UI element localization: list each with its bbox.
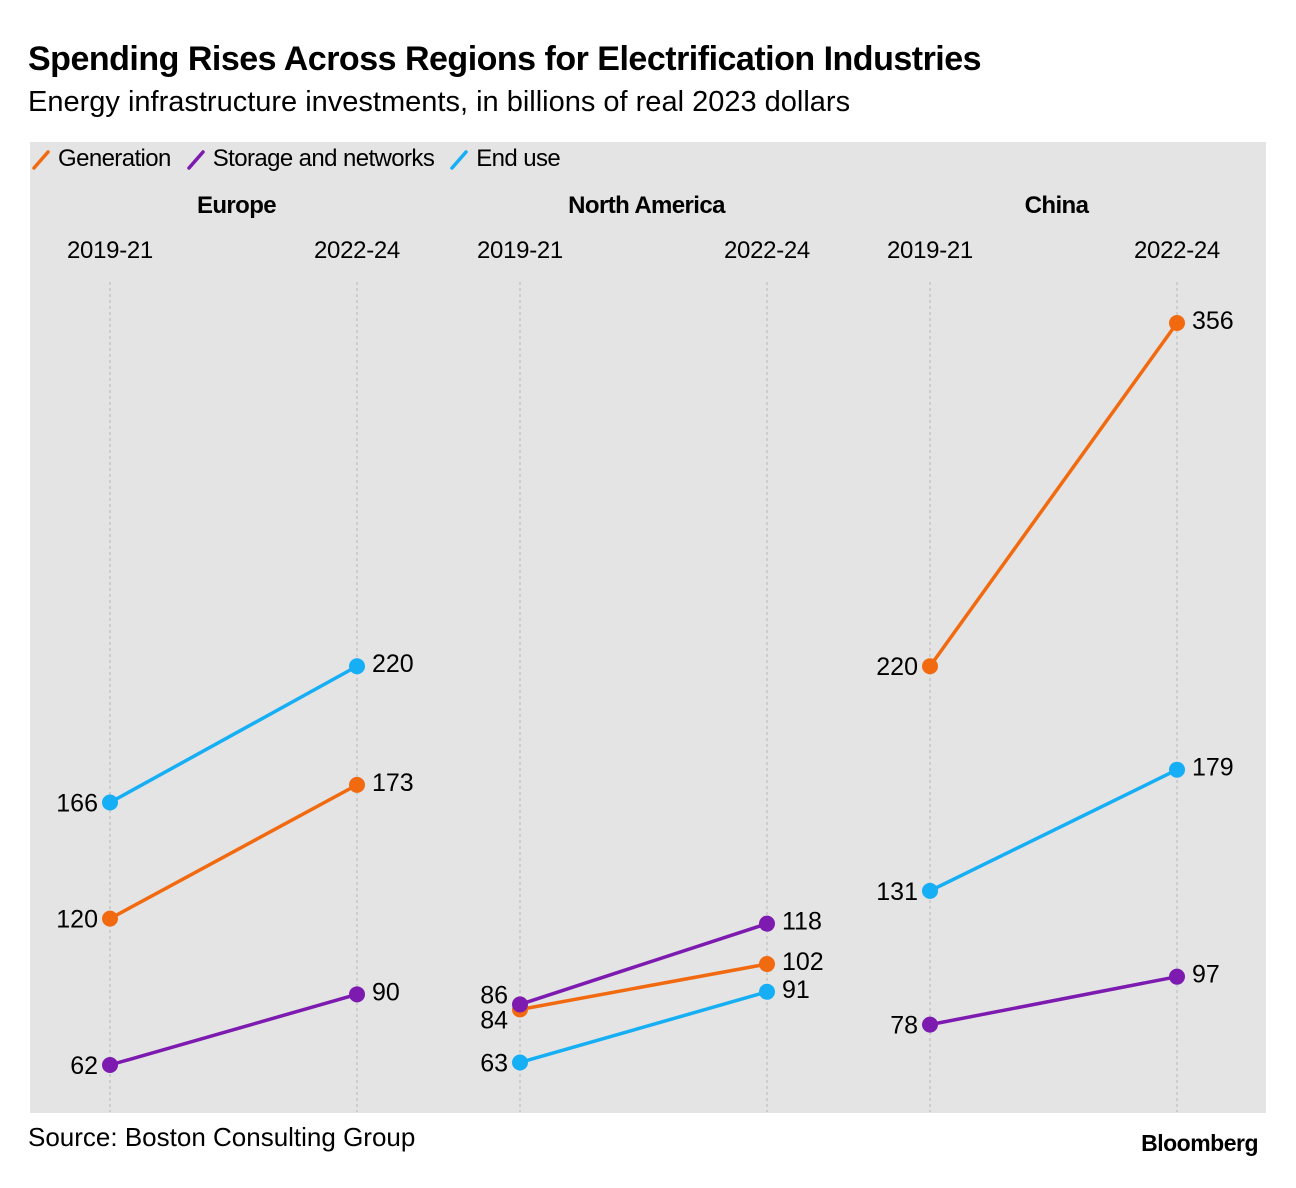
legend-item-generation: Generation (30, 145, 171, 173)
series-line-north-america-end_use (518, 990, 769, 1065)
series-line-china-end_use (928, 767, 1179, 893)
chart-title: Spending Rises Across Regions for Electr… (28, 40, 982, 78)
chart-subtitle: Energy infrastructure investments, in bi… (28, 86, 851, 118)
panel-title-europe: Europe (197, 192, 276, 219)
series-line-north-america-generation (518, 962, 769, 1012)
data-label-europe-generation-0: 120 (56, 906, 98, 934)
legend-swatch-end-use-icon (450, 150, 468, 170)
series-line-china-storage (928, 974, 1179, 1027)
legend-label-end-use: End use (476, 145, 561, 172)
data-label-north-america-generation-0: 84 (480, 1006, 508, 1034)
period-label-europe-1: 2022-24 (314, 237, 400, 264)
data-point-china-end_use-1 (1169, 761, 1185, 778)
legend-label-storage: Storage and networks (212, 145, 435, 172)
data-label-china-storage-1: 97 (1192, 961, 1220, 989)
period-label-china-0: 2019-21 (887, 237, 973, 264)
legend-item-storage: Storage and networks (185, 145, 435, 173)
panel-title-north-america: North America (568, 192, 726, 219)
series-line-china-generation (928, 321, 1179, 668)
legend-swatch-generation-icon (32, 150, 50, 170)
plot-area (30, 142, 1266, 1113)
data-point-china-generation-0 (922, 658, 938, 675)
data-point-china-end_use-0 (922, 882, 938, 899)
data-label-europe-storage-1: 90 (372, 978, 400, 1006)
bloomberg-logo: Bloomberg (1141, 1130, 1258, 1156)
legend-label-generation: Generation (58, 145, 171, 172)
data-label-north-america-storage-0: 86 (480, 981, 508, 1009)
period-label-north-america-1: 2022-24 (724, 237, 810, 264)
data-label-north-america-end_use-1: 91 (782, 976, 810, 1004)
data-label-europe-storage-0: 62 (70, 1052, 98, 1080)
data-point-europe-end_use-1 (349, 658, 365, 675)
legend-swatch-storage-icon (187, 150, 205, 170)
data-point-china-storage-0 (922, 1016, 938, 1033)
data-label-north-america-end_use-0: 63 (480, 1049, 508, 1077)
data-point-europe-generation-1 (349, 776, 365, 793)
data-label-europe-end_use-1: 220 (372, 650, 414, 678)
series-line-north-america-storage (518, 921, 769, 1007)
data-point-north-america-storage-1 (759, 915, 775, 932)
data-point-north-america-end_use-0 (512, 1054, 528, 1071)
data-label-china-generation-0: 220 (876, 653, 918, 681)
data-label-europe-end_use-0: 166 (56, 790, 98, 818)
series-line-europe-generation (108, 783, 359, 921)
data-point-north-america-end_use-1 (759, 983, 775, 1000)
data-point-europe-storage-0 (102, 1057, 118, 1073)
data-point-europe-generation-0 (102, 910, 118, 927)
data-label-china-storage-0: 78 (890, 1012, 918, 1040)
data-label-north-america-generation-1: 102 (782, 948, 824, 976)
data-point-china-generation-1 (1169, 315, 1185, 331)
data-point-europe-storage-1 (349, 986, 365, 1003)
period-label-europe-0: 2019-21 (67, 237, 153, 264)
series-line-europe-storage (108, 992, 359, 1067)
source-note: Source: Boston Consulting Group (28, 1122, 416, 1152)
series-line-europe-end_use (108, 664, 359, 805)
period-label-china-1: 2022-24 (1134, 237, 1220, 264)
data-point-china-storage-1 (1169, 968, 1185, 985)
data-point-north-america-storage-0 (512, 996, 528, 1013)
data-label-china-end_use-1: 179 (1192, 754, 1234, 782)
data-label-china-end_use-0: 131 (876, 878, 918, 906)
data-point-europe-end_use-0 (102, 794, 118, 811)
legend: Generation Storage and networks End use (30, 144, 574, 174)
data-label-china-generation-1: 356 (1192, 307, 1234, 335)
data-point-north-america-generation-1 (759, 956, 775, 973)
data-label-north-america-storage-1: 118 (782, 908, 822, 936)
panel-title-china: China (1025, 192, 1090, 219)
data-label-europe-generation-1: 173 (372, 769, 414, 797)
period-label-north-america-0: 2019-21 (477, 237, 563, 264)
legend-item-end-use: End use (448, 145, 561, 173)
